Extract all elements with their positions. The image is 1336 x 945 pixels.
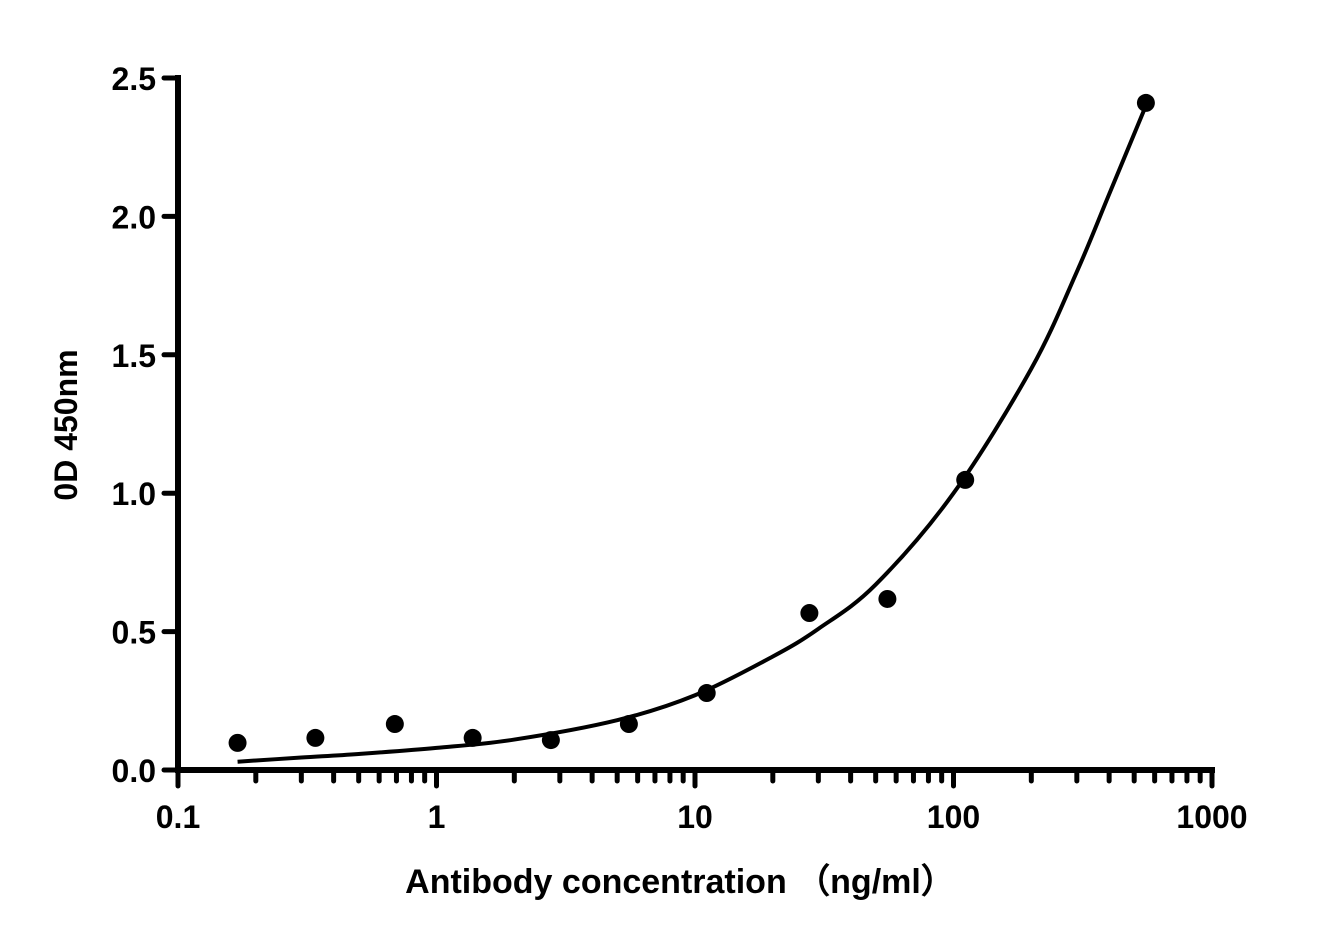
data-point (619, 715, 638, 734)
y-axis-label: 0D 450nm (48, 349, 84, 500)
fit-curve (237, 104, 1148, 764)
y-tick-label: 2.5 (112, 61, 156, 97)
x-tick-label: 0.1 (156, 799, 200, 835)
x-tick-label: 1000 (1176, 799, 1247, 835)
x-tick-label: 100 (927, 799, 980, 835)
data-points (228, 93, 1155, 752)
data-point (306, 728, 325, 747)
y-tick-label: 1.5 (112, 338, 156, 374)
data-point (956, 470, 975, 489)
data-point (385, 715, 404, 734)
axes (161, 75, 1215, 789)
y-tick-label: 1.0 (112, 476, 156, 512)
y-tick-label: 0.0 (112, 753, 156, 789)
data-point (463, 728, 482, 747)
data-point (697, 684, 716, 703)
data-point (541, 731, 560, 750)
y-tick-label: 0.5 (112, 615, 156, 651)
y-tick-label: 2.0 (112, 199, 156, 235)
x-axis-label: Antibody concentration （ng/ml） (405, 862, 955, 901)
data-point (800, 604, 819, 623)
x-tick-label: 10 (677, 799, 713, 835)
data-point (878, 589, 897, 608)
data-point (228, 733, 247, 752)
data-point (1136, 93, 1155, 112)
x-tick-label: 1 (428, 799, 446, 835)
